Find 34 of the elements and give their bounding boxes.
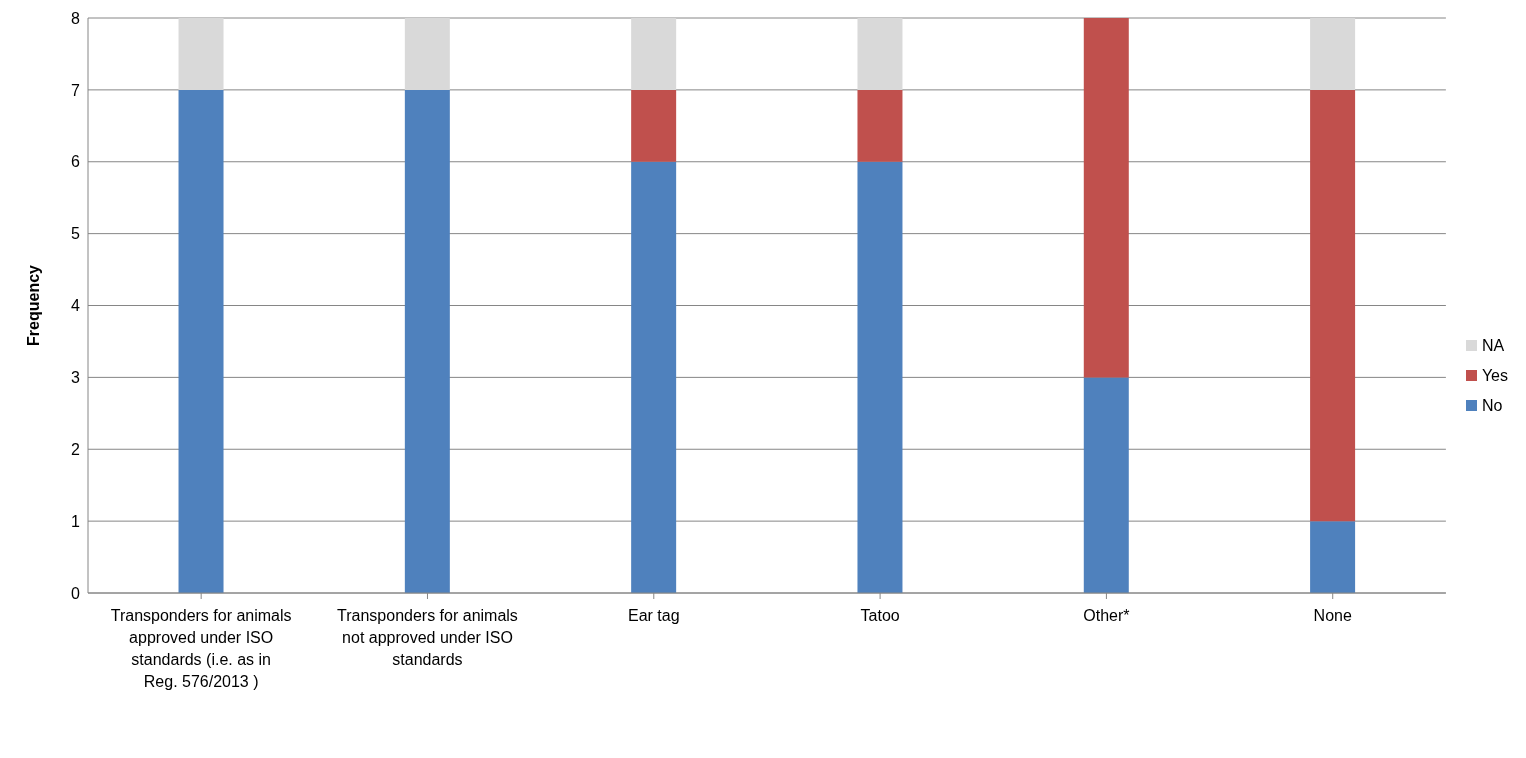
x-tick-label: Ear tag <box>627 607 680 624</box>
bar <box>404 18 450 90</box>
y-tick-label: 8 <box>71 9 81 27</box>
x-tick-label: Transponders for animals approved under ISO standards (i.e. as in Reg. 576/2013 ) <box>110 607 292 690</box>
bar <box>857 161 903 593</box>
bar <box>631 18 677 90</box>
x-tick-label: Transponders for animals not approved under ISO standards <box>337 607 518 668</box>
y-tick-label: 6 <box>71 153 81 171</box>
bar <box>631 161 677 593</box>
y-tick-label: 4 <box>71 297 81 315</box>
y-tick-label: 7 <box>71 81 81 99</box>
x-tick-label: Other* <box>1083 607 1130 624</box>
bar <box>1083 377 1129 593</box>
bar <box>631 89 677 162</box>
y-tick-label: 1 <box>71 512 81 530</box>
bar <box>1083 18 1129 378</box>
bar <box>1310 521 1356 593</box>
x-tick-label: None <box>1313 607 1352 624</box>
bar <box>1310 89 1356 522</box>
bar <box>1310 18 1356 90</box>
y-tick-label: 5 <box>71 225 81 243</box>
bar <box>857 18 903 90</box>
legend-label: No <box>1481 396 1503 415</box>
bar <box>404 89 450 593</box>
bar <box>857 89 903 162</box>
x-tick-label: Tatoo <box>860 607 900 624</box>
y-tick-label: 2 <box>71 440 81 458</box>
legend-label: NA <box>1481 336 1505 355</box>
legend-label: Yes <box>1481 366 1508 385</box>
bar <box>178 89 224 593</box>
y-tick-label: 3 <box>71 369 81 387</box>
y-axis-title: Frequency <box>24 264 42 346</box>
bar <box>178 18 224 90</box>
y-tick-label: 0 <box>71 584 81 602</box>
